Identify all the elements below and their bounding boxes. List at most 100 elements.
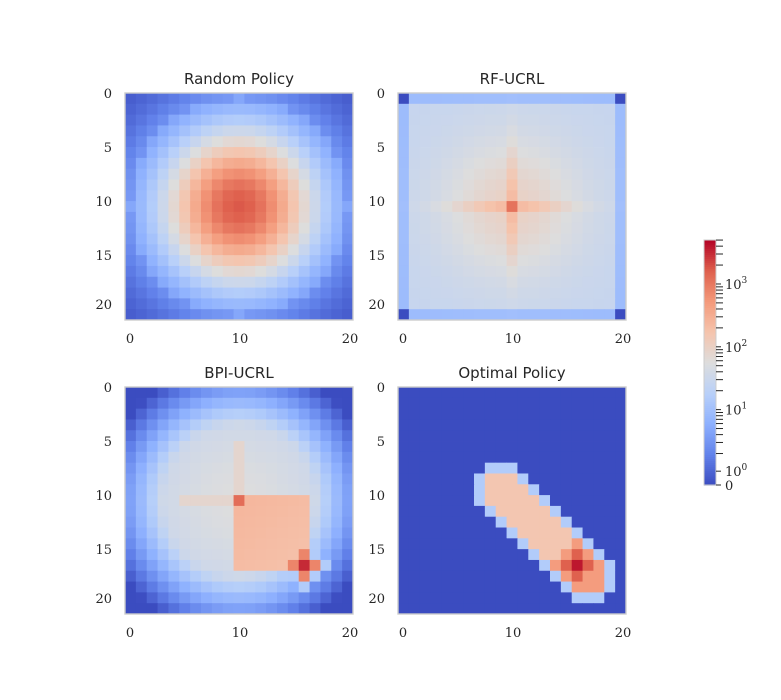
heatmap-cell (550, 190, 562, 202)
heatmap-cell (539, 581, 551, 593)
heatmap-cell (398, 222, 410, 234)
y-tick-label: 0 (377, 381, 385, 396)
x-tick-label: 0 (126, 332, 134, 347)
heatmap-cell (582, 441, 594, 453)
heatmap-cell (244, 505, 256, 518)
heatmap-cell (255, 473, 267, 485)
heatmap-cell (320, 387, 332, 399)
heatmap-cell (190, 408, 202, 420)
heatmap-cell (495, 549, 507, 561)
heatmap-cell (244, 222, 256, 234)
heatmap-cell (452, 201, 464, 213)
heatmap-cell (190, 603, 202, 615)
heatmap-cell (179, 419, 191, 431)
heatmap-cell (211, 265, 224, 278)
heatmap-cell (506, 603, 518, 615)
heatmap-cell (125, 147, 137, 159)
heatmap-cell (320, 473, 332, 485)
colorbar-swatch (704, 282, 716, 286)
heatmap-cell (287, 451, 300, 464)
heatmap-cell (255, 244, 267, 256)
colorbar-swatch (704, 262, 716, 266)
heatmap-cell (266, 157, 278, 170)
heatmap-cell (135, 147, 148, 159)
heatmap-cell (342, 538, 354, 550)
heatmap-cell (331, 179, 343, 191)
heatmap-cell (266, 233, 278, 245)
heatmap-cell (157, 201, 169, 213)
heatmap-cell (560, 505, 573, 518)
heatmap-cell (550, 244, 562, 256)
heatmap-cell (398, 430, 410, 442)
heatmap-cell (452, 233, 464, 245)
heatmap-cell (463, 408, 475, 420)
heatmap-cell (593, 147, 605, 159)
heatmap-cell (550, 505, 562, 518)
heatmap-cell (484, 592, 497, 604)
heatmap-cell (146, 244, 158, 256)
heatmap-cell (474, 103, 486, 116)
heatmap-cell (244, 495, 256, 507)
heatmap-cell (135, 298, 148, 310)
heatmap-cell (419, 114, 431, 126)
heatmap-cell (419, 179, 431, 191)
heatmap-cell (398, 473, 410, 485)
heatmap-cell (125, 473, 137, 485)
heatmap-cell (517, 408, 529, 420)
colorbar-swatch (704, 374, 716, 378)
heatmap-cell (463, 559, 475, 572)
heatmap-cell (560, 190, 573, 202)
heatmap-cell (408, 255, 421, 267)
colorbar-swatch (704, 415, 716, 419)
heatmap-cell (604, 157, 616, 170)
heatmap-cell (135, 473, 148, 485)
heatmap-cell (495, 408, 507, 420)
heatmap-cell (582, 125, 594, 137)
heatmap-cell (309, 265, 321, 278)
heatmap-cell (528, 387, 540, 399)
heatmap-cell (474, 387, 486, 399)
heatmap-cell (441, 592, 453, 604)
heatmap-cell (517, 114, 529, 126)
heatmap-cell (571, 484, 583, 496)
heatmap-cell (582, 527, 594, 539)
heatmap-cell (398, 125, 410, 137)
heatmap-cell (190, 387, 202, 399)
colorbar-swatch (704, 476, 716, 480)
heatmap-cell (135, 495, 148, 507)
heatmap-cell (506, 538, 518, 550)
heatmap-cell (157, 581, 169, 593)
heatmap-cell (320, 538, 332, 550)
heatmap-cell (582, 93, 594, 105)
heatmap-cell (135, 570, 148, 582)
heatmap-cell (463, 222, 475, 234)
heatmap-cell (495, 570, 507, 582)
heatmap-cell (408, 430, 421, 442)
heatmap-cell (539, 136, 551, 148)
heatmap-cell (484, 419, 497, 431)
heatmap-cell (615, 147, 627, 159)
heatmap-cell (135, 114, 148, 126)
heatmap-cell (222, 397, 234, 410)
heatmap-cell (342, 581, 354, 593)
colorbar-swatch (704, 450, 716, 453)
heatmap-cell (168, 603, 180, 615)
heatmap-cell (309, 451, 321, 464)
heatmap-cell (517, 168, 529, 180)
heatmap-cell (157, 147, 169, 159)
heatmap-cell (190, 538, 202, 550)
heatmap-cell (560, 157, 573, 170)
heatmap-cell (441, 114, 453, 126)
heatmap-cell (506, 125, 518, 137)
heatmap-cell (255, 495, 267, 507)
heatmap-cell (233, 287, 245, 299)
heatmap-cell (146, 265, 158, 278)
heatmap-cell (506, 473, 518, 485)
heatmap-cell (582, 603, 594, 615)
heatmap-cell (604, 136, 616, 148)
heatmap-cell (168, 168, 180, 180)
colorbar-swatch (704, 346, 716, 349)
heatmap-cell (463, 495, 475, 507)
heatmap-cell (233, 603, 245, 615)
